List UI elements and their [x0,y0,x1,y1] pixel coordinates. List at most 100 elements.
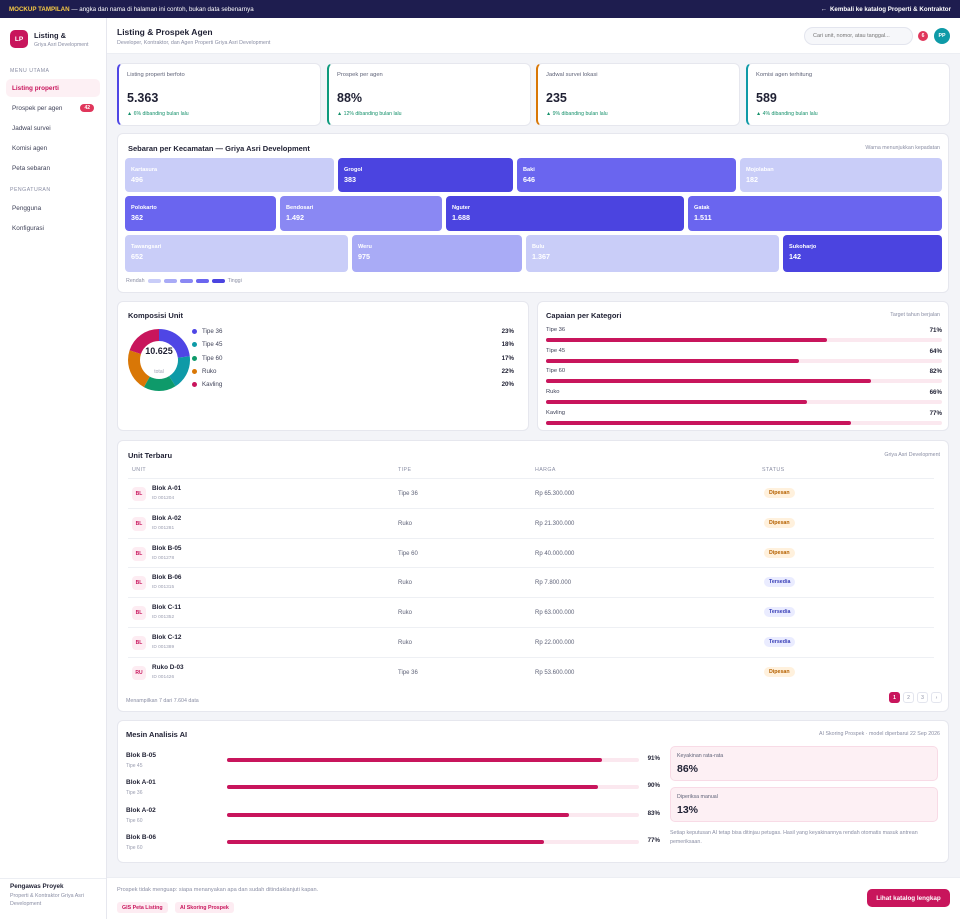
treemap-tile-mojolaban[interactable]: Mojolaban 182 [740,158,942,192]
unit-id: ID 001281 [152,525,175,531]
tile-value: 383 [344,175,356,184]
legend-label: Tipe 36 [202,328,223,335]
next-page-button[interactable]: › [931,692,942,703]
donut-slice-ruko[interactable] [128,329,190,391]
kpi-change: ▲ 6% dibanding bulan lalu [127,111,189,117]
kpi-card-prospek: Prospek per agen 88% ▲ 12% dibanding bul… [327,63,531,126]
sidebar-item-label: Prospek per agen [12,104,63,112]
sidebar-item-listing[interactable]: Listing properti [6,79,100,97]
treemap-tile-polokarto[interactable]: Polokarto 362 [125,196,276,231]
ai-score-percent: 83% [647,809,660,817]
treemap-tile-baki[interactable]: Baki 646 [517,158,736,192]
sidebar-item-konfigurasi[interactable]: Konfigurasi [6,219,100,237]
unit-avatar: BL [132,636,146,650]
table-row[interactable]: BL Blok A-01 ID 001204 Tipe 36 Rp 65.300.000… [128,478,934,508]
legend-dot [192,342,197,348]
donut-slice-tipe-60[interactable] [128,329,190,391]
tile-name: Grogol [344,167,363,173]
sidebar-footer: Pengawas Proyek Properti & Kontraktor Gr… [0,878,106,912]
confidence-box: Keyakinan rata-rata 86% [670,746,938,781]
chip-gis-peta-listing[interactable]: GIS Peta Listing [117,902,168,913]
composition-legend-item: Tipe 60 17% [192,355,514,362]
ai-score-track [227,785,639,790]
treemap-tile-grogol[interactable]: Grogol 383 [338,158,513,192]
page-1-button[interactable]: 1 [889,692,900,703]
sidebar-item-komisi[interactable]: Komisi agen [6,139,100,157]
ai-score-percent: 91% [647,755,660,762]
treemap-tile-tawangsari[interactable]: Tawangsari 652 [125,235,348,272]
chip-ai-skoring-prospek[interactable]: AI Skoring Prospek [175,902,234,913]
tile-value: 496 [131,175,143,184]
tile-value: 652 [131,252,143,261]
legend-label: Tipe 45 [202,341,223,349]
achievement-percent: 77% [929,409,942,417]
banner-text: — angka dan nama di halaman ini contoh, … [69,5,254,13]
table-note: Griya Asri Development [884,452,940,458]
achievement-bar-track [546,420,942,425]
ai-score-fill [227,758,602,762]
sidebar-item-peta[interactable]: Peta sebaran [6,159,100,177]
table-footer: Menampilkan 7 dari 7.604 data 1 2 3 › [126,692,942,704]
sidebar-item-jadwal[interactable]: Jadwal survei [6,119,100,137]
search-input[interactable] [804,27,913,45]
treemap-tile-weru[interactable]: Weru 975 [352,235,522,272]
legend-dot [192,382,197,388]
unit-avatar: BL [132,576,146,591]
treemap-tile-kartasura[interactable]: Kartasura 496 [125,158,334,192]
table-row[interactable]: BL Blok B-06 ID 001315 Ruko Rp 7.800.000 Ters… [128,567,934,597]
ai-unit-name: Blok A-01 [126,779,156,787]
treemap-title: Sebaran per Kecamatan — Griya Asri Devel… [128,144,310,153]
achievement-percent: 71% [929,327,942,334]
notification-badge[interactable]: 6 [918,31,928,41]
confidence-value: 86% [677,763,699,775]
achievement-label: Kavling [546,409,566,416]
page-2-button[interactable]: 2 [903,692,914,703]
tile-value: 1.511 [694,213,712,222]
view-full-catalog-button[interactable]: Lihat katalog lengkap [867,889,950,907]
nav-section-main: MENU UTAMA [10,68,50,74]
achievement-row: Tipe 36 71% [546,327,942,342]
back-to-catalog-link[interactable]: ← Kembali ke katalog Properti & Kontrakto… [821,6,951,13]
tile-name: Polokarto [131,205,157,211]
ai-score-row: Blok B-05 Tipe 45 91% [126,752,660,778]
unit-id: ID 001389 [152,645,175,650]
table-row[interactable]: BL Blok C-11 ID 001352 Ruko Rp 63.000.000 Ter… [128,597,934,627]
manual-review-box: Diperiksa manual 13% [670,787,938,822]
banner-tag: MOCKUP TAMPILAN [9,5,70,13]
treemap-tile-bendosari[interactable]: Bendosari 1.492 [280,196,442,231]
tile-value: 182 [746,175,758,184]
sidebar-item-prospek[interactable]: Prospek per agen 42 [6,99,100,117]
legend-label: Tipe 60 [202,354,223,362]
treemap-tile-sukoharjo[interactable]: Sukoharjo 142 [783,235,942,272]
treemap-tile-nguter[interactable]: Nguter 1.688 [446,196,684,231]
table-row[interactable]: BL Blok C-12 ID 001389 Ruko Rp 22.000.000 Ter… [128,627,934,657]
ai-score-track [227,839,639,844]
sidebar: LP Listing & Griya Asri Development MENU… [0,18,107,919]
unit-price: Rp 7.800.000 [535,580,572,587]
table-row[interactable]: RU Ruko D-03 ID 001426 Tipe 36 Rp 53.600.000… [128,656,934,687]
treemap-legend: Rendah Tinggi [126,278,242,284]
unit-name: Ruko D-03 [152,663,184,671]
page-3-button[interactable]: 3 [917,692,928,703]
treemap-tile-gatak[interactable]: Gatak 1.511 [688,196,942,231]
sidebar-item-label: Jadwal survei [12,124,51,132]
legend-label: Kavling [202,381,223,389]
unit-name: Blok A-02 [152,514,182,522]
donut-slice-kavling[interactable] [128,329,190,391]
kpi-value: 589 [756,91,777,105]
ai-unit-type: Tipe 36 [126,790,143,797]
treemap-tile-bulu[interactable]: Bulu 1.367 [526,235,779,272]
table-row[interactable]: BL Blok B-05 ID 001278 Tipe 60 Rp 40.000.000… [128,537,934,568]
sidebar-item-pengguna[interactable]: Pengguna [6,199,100,217]
donut-slice-tipe-45[interactable] [128,329,190,391]
brand-subtitle: Griya Asri Development [34,41,89,48]
unit-name: Blok A-01 [152,485,182,492]
ai-score-row: Blok A-02 Tipe 60 83% [126,807,660,833]
unit-type: Ruko [398,610,413,617]
user-avatar[interactable]: PP [934,28,950,44]
achievement-note: Target tahun berjalan [890,312,940,318]
achievement-row: Tipe 60 82% [546,368,942,384]
latest-units-card: Unit Terbaru Griya Asri Development UNIT… [117,440,949,712]
table-row[interactable]: BL Blok A-02 ID 001281 Ruko Rp 21.300.000 Dip… [128,507,934,538]
sidebar-item-label: Peta sebaran [12,164,51,172]
